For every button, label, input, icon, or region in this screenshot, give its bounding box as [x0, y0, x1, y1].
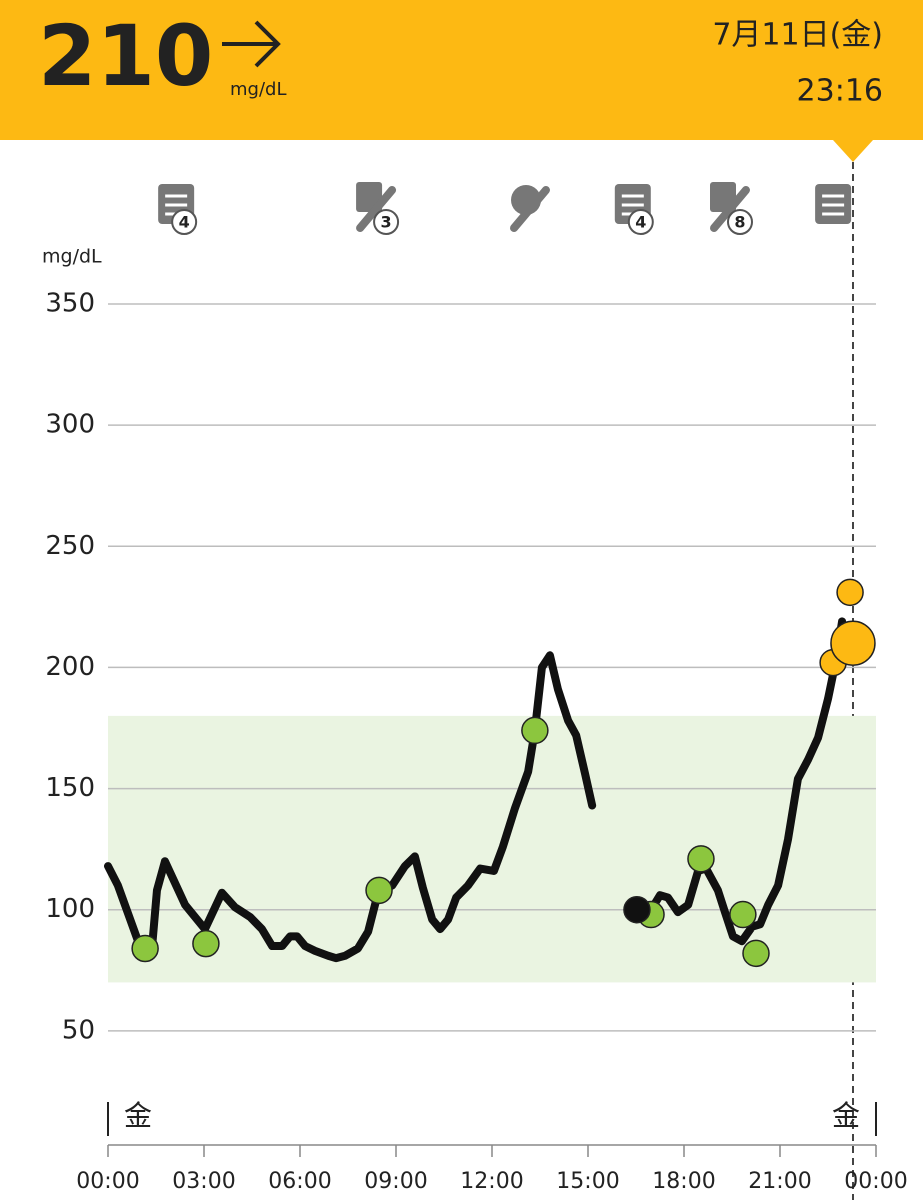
reading-dot — [836, 578, 864, 607]
event-badge — [171, 209, 198, 235]
event-icon — [510, 185, 550, 232]
event-icon: 3 — [356, 182, 400, 235]
event-count: 3 — [381, 213, 392, 232]
day-label: 金 — [832, 1099, 860, 1132]
reading-dot — [623, 895, 651, 924]
header-bar — [0, 0, 923, 140]
event-icon: 4 — [614, 184, 654, 235]
event-count: 8 — [734, 213, 745, 232]
y-tick-label: 250 — [45, 531, 95, 561]
reading-dot — [830, 620, 876, 666]
date: 7月11日(金) — [712, 18, 883, 53]
y-tick-label: 350 — [45, 289, 95, 319]
reading-dot — [742, 939, 770, 968]
event-count: 4 — [179, 213, 190, 232]
event-icon: 8 — [710, 182, 753, 235]
x-tick-label: 06:00 — [268, 1169, 331, 1194]
event-icon — [815, 184, 852, 224]
x-tick-label: 09:00 — [364, 1169, 427, 1194]
reading-dot — [729, 900, 757, 929]
event-badge — [373, 209, 400, 235]
reading-dot — [131, 934, 159, 963]
day-label: 金 — [124, 1099, 152, 1132]
reading-dot — [365, 876, 393, 905]
y-tick-label: 150 — [45, 773, 95, 803]
trend-arrow — [222, 20, 281, 68]
reading-dot — [192, 929, 220, 958]
glucose-line — [104, 617, 847, 963]
time: 23:16 — [797, 74, 883, 109]
y-tick-label: 50 — [62, 1015, 95, 1045]
reading-dot — [521, 716, 549, 745]
current-reading: 210 — [38, 7, 213, 105]
x-tick-label: 15:00 — [556, 1169, 619, 1194]
x-tick-label: 03:00 — [172, 1169, 235, 1194]
y-axis-unit: mg/dL — [42, 246, 102, 268]
syringe-icon — [510, 186, 550, 232]
reading-unit: mg/dL — [230, 79, 286, 100]
cursor-pointer — [833, 140, 873, 162]
event-badge — [627, 209, 654, 235]
y-tick-label: 100 — [45, 894, 95, 924]
y-tick-label: 300 — [45, 410, 95, 440]
event-icon: 4 — [158, 184, 198, 235]
syringe-icon — [356, 186, 397, 232]
reading-dot — [687, 845, 715, 873]
syringe-icon — [710, 186, 750, 232]
x-tick-label: 21:00 — [748, 1169, 811, 1194]
y-tick-label: 200 — [45, 652, 95, 682]
event-badge — [727, 209, 753, 235]
x-tick-label: 18:00 — [652, 1169, 715, 1194]
x-tick-label: 00:00 — [844, 1169, 907, 1194]
event-count: 4 — [635, 213, 646, 232]
x-tick-label: 00:00 — [76, 1169, 139, 1194]
x-tick-label: 12:00 — [460, 1169, 523, 1194]
